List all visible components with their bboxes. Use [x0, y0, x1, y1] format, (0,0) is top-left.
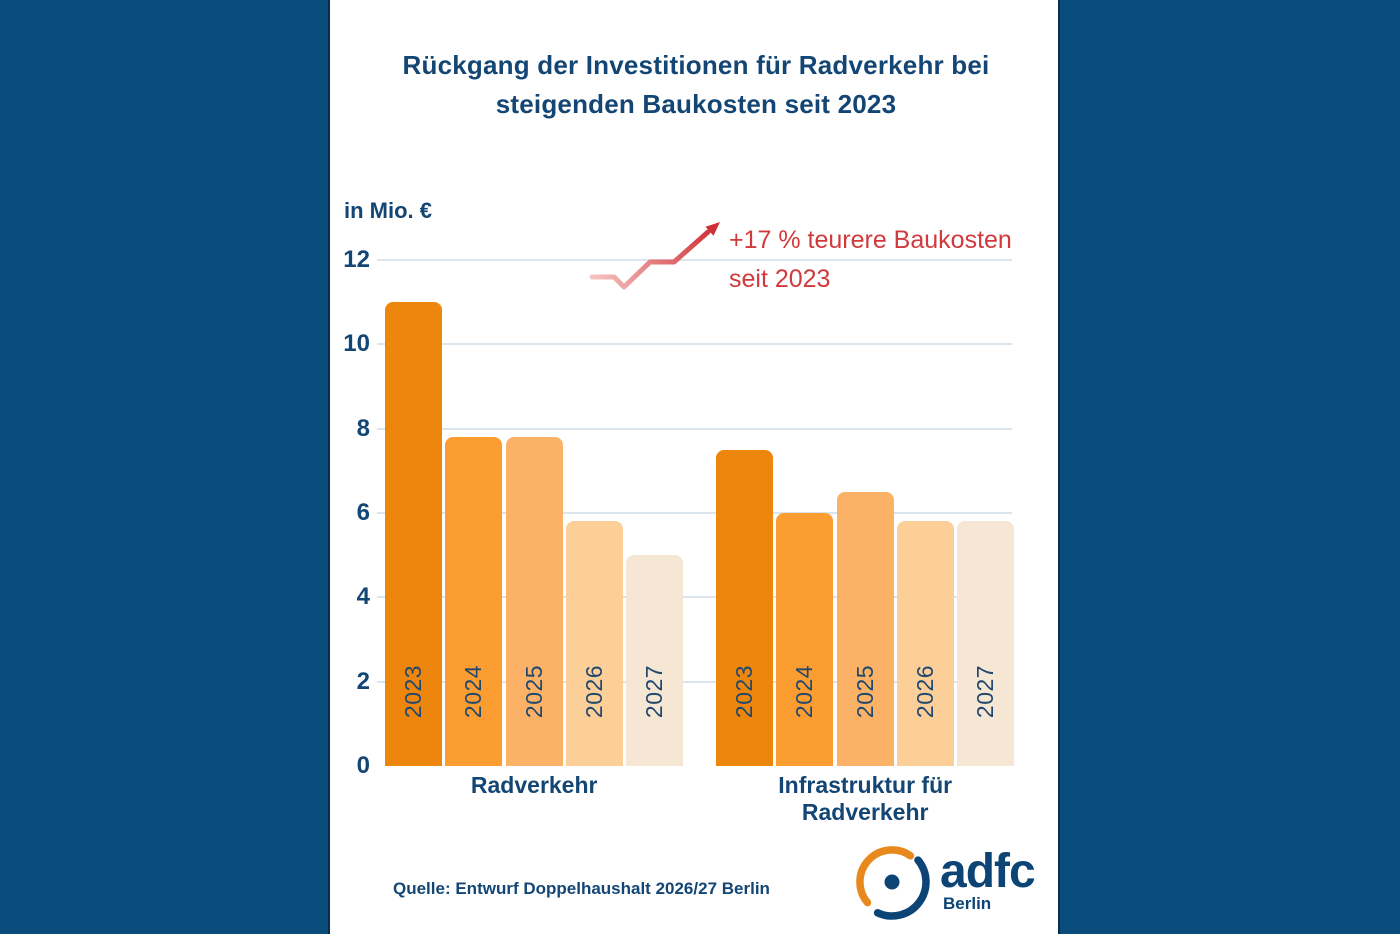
bar-radverkehr-2026: [566, 521, 624, 766]
bar-radverkehr-2023: [385, 302, 442, 766]
y-axis-tick-label: 12: [343, 246, 370, 273]
adfc-logo-city: Berlin: [943, 894, 992, 913]
source-caption: Quelle: Entwurf Doppelhaushalt 2026/27 B…: [393, 879, 770, 898]
gridline: [377, 512, 1012, 514]
bar-infrastruktur-f-r-radverkehr-2023: [716, 449, 773, 766]
y-axis-unit-label: in Mio. €: [344, 198, 432, 223]
adfc-logo-word: adfc: [940, 845, 1036, 898]
y-axis-tick-label: 6: [356, 499, 370, 526]
x-axis-group-label: Radverkehr: [470, 772, 598, 798]
bar-radverkehr-2027: [626, 555, 684, 766]
bar-infrastruktur-f-r-radverkehr-2025: [836, 491, 894, 766]
bar-radverkehr-2024: [445, 437, 503, 766]
chart-title-line2: steigenden Baukosten seit 2023: [495, 89, 897, 119]
chart-title: Rückgang der Investitionen für Radverkeh…: [332, 46, 1060, 124]
y-axis-tick-label: 4: [356, 583, 370, 611]
y-axis-tick-label: 10: [343, 330, 370, 358]
gridline: [377, 596, 1012, 599]
y-axis-tick-label: 8: [356, 414, 370, 442]
y-axis-tick-label: 0: [356, 752, 370, 779]
y-axis-tick-label: 2: [356, 667, 370, 695]
gridline: [377, 343, 1012, 346]
gridline: [377, 680, 1012, 683]
gridline: [377, 427, 1012, 430]
chart-title-line1: Rückgang der Investitionen für Radverkeh…: [402, 50, 990, 80]
bar-infrastruktur-f-r-radverkehr-2026: [897, 521, 955, 766]
annotation-line1: +17 % teurere Baukosten: [729, 226, 1012, 254]
adfc-wheel-icon: [856, 846, 930, 920]
bar-radverkehr-2025: [505, 437, 563, 766]
cost-increase-arrow-icon: [589, 222, 720, 290]
bar-infrastruktur-f-r-radverkehr-2027: [957, 521, 1015, 766]
adfc-logo: adfc Berlin: [852, 840, 1042, 925]
bar-infrastruktur-f-r-radverkehr-2024: [776, 513, 834, 766]
x-axis-group-label: Infrastruktur für Radverkehr: [778, 772, 953, 825]
cost-increase-annotation: +17 % teurere Baukosten seit 2023: [729, 221, 1012, 299]
infographic-panel: Rückgang der Investitionen für Radverkeh…: [328, 0, 1060, 934]
chart-area: Rückgang der Investitionen für Radverkeh…: [332, 0, 1060, 934]
gridline: [377, 259, 1012, 261]
annotation-line2: seit 2023: [729, 265, 831, 293]
